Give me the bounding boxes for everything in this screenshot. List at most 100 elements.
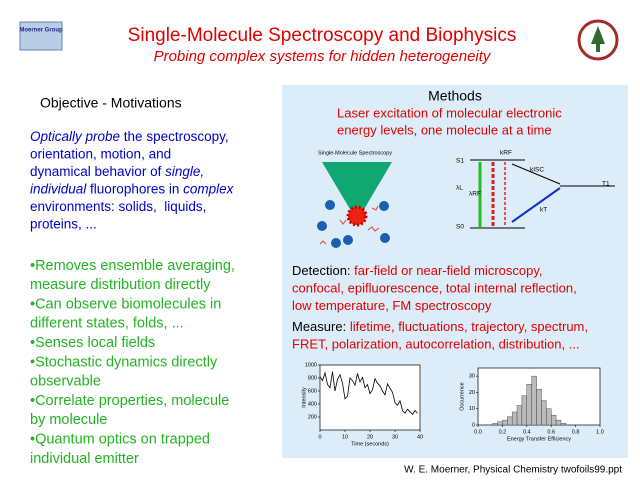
methods-intro-line: Laser excitation of molecular electronic [337, 105, 562, 120]
measure-text: lifetime, fluctuations, trajectory, spec… [346, 319, 588, 334]
x-tick-label: 0.2 [499, 429, 507, 435]
logo-text: Moerner Group [19, 28, 63, 34]
bullet-line: •Removes ensemble averaging, [30, 258, 235, 274]
text-run: individual [30, 181, 87, 196]
level-label: T1 [602, 181, 610, 188]
footer: W. E. Moerner, Physical Chemistry twofoi… [404, 465, 622, 476]
intro-line: Optically probe the spectroscopy, [30, 129, 229, 144]
triplet-decay-arrow [511, 187, 561, 223]
y-tick-label: 200 [308, 414, 317, 420]
text-run: complex [183, 181, 235, 196]
histogram-bar [555, 419, 562, 426]
x-tick-label: 1.0 [596, 429, 604, 435]
y-tick-label: 400 [308, 401, 317, 407]
bullet-line: observable [30, 374, 101, 390]
subtitle: Probing complex systems for hidden heter… [154, 48, 492, 65]
x-tick-label: 0 [318, 434, 321, 440]
seal-tree [591, 26, 605, 52]
molecule [331, 238, 341, 248]
histogram-bar [497, 421, 503, 426]
detection-line: confocal, epifluorescence, total interna… [292, 281, 577, 296]
text-run: single, [165, 164, 204, 179]
excitation-cone [322, 162, 392, 216]
x-tick-label: 40 [417, 434, 423, 440]
histogram-bar [526, 384, 532, 426]
x-tick-label: 0.6 [547, 429, 555, 435]
histogram-bar [541, 400, 547, 426]
bullet-line: •Correlate properties, molecule [30, 393, 229, 409]
detection-text: far-field or near-field microscopy, [351, 263, 543, 278]
figure-caption: Single-Molecule Spectroscopy [318, 150, 392, 156]
bullet-line: measure distribution directly [30, 277, 211, 293]
text-run: dynamical behavior of [30, 164, 165, 179]
histogram-bar [546, 408, 552, 426]
histogram-bar [531, 375, 537, 426]
level-label: kISC [530, 167, 544, 174]
intro-line: dynamical behavior of single, [30, 164, 204, 179]
bullet-line: individual emitter [30, 451, 139, 467]
probed-molecule [346, 205, 368, 227]
level-label: λRF [469, 191, 481, 198]
text-run: Optically probe [30, 129, 120, 144]
measure-line: FRET, polarization, autocorrelation, dis… [292, 337, 580, 352]
group-logo [19, 21, 63, 51]
y-tick-label: 30 [469, 374, 475, 380]
measure-text: FRET, polarization, autocorrelation, dis… [292, 337, 580, 352]
y-tick-label: 10 [469, 406, 475, 412]
x-tick-label: 10 [342, 434, 348, 440]
y-tick-label: 0 [472, 422, 475, 428]
bullet-line: by molecule [30, 412, 107, 428]
isc-arrow [511, 163, 561, 185]
histogram-bar [551, 415, 557, 426]
histogram-bar [560, 423, 567, 426]
x-axis-label: Time (seconds) [351, 441, 389, 447]
x-axis-label: Energy Transfer Efficiency [507, 436, 571, 442]
histogram-bar [511, 411, 518, 426]
text-run: fluorophores in [86, 181, 183, 196]
section-heading: Objective - Motivations [40, 95, 182, 111]
section-heading: Methods [428, 88, 482, 104]
bullet-line: •Senses local fields [30, 335, 155, 351]
histogram-bar [507, 416, 513, 426]
intro-line: proteins, ... [30, 216, 97, 231]
x-tick-label: 0.4 [523, 429, 531, 435]
histogram-bar [516, 405, 523, 426]
y-axis-label: Intensity [301, 387, 307, 408]
detection-text: confocal, epifluorescence, total interna… [292, 281, 577, 296]
histogram-bar [492, 423, 498, 426]
methods-intro-line: energy levels, one molecule at a time [337, 122, 552, 137]
intro-line: individual fluorophores in complex [30, 181, 235, 196]
detection-line: low temperature, FM spectroscopy [292, 298, 492, 313]
intro-line: environments: solids, liquids, [30, 199, 206, 214]
x-tick-label: 0.0 [474, 429, 482, 435]
y-tick-label: 20 [469, 390, 475, 396]
measure-label: Measure: [292, 319, 346, 334]
plot-frame [319, 364, 421, 431]
detection-text: low temperature, FM spectroscopy [292, 298, 492, 313]
molecule [379, 201, 389, 211]
bullet-line: •Stochastic dynamics directly [30, 354, 218, 370]
bullet-line: different states, folds, ... [30, 316, 184, 332]
molecule [317, 221, 327, 231]
detection-line: Detection: far-field or near-field micro… [292, 263, 542, 278]
x-tick-label: 20 [367, 434, 373, 440]
y-axis-label: Occurrence [459, 382, 465, 410]
bullet-line: •Can observe biomolecules in [30, 296, 221, 312]
host-scribbles [319, 205, 380, 245]
text-run: orientation, motion, and [30, 146, 171, 161]
text-run: environments: solids, liquids, [30, 199, 206, 214]
text-run: the spectroscopy, [120, 129, 229, 144]
histogram-bar [502, 419, 508, 426]
measure-line: Measure: lifetime, fluctuations, traject… [292, 319, 588, 334]
level-label: kRF [500, 150, 512, 157]
trajectory-line [319, 371, 418, 416]
y-tick-label: 800 [308, 375, 317, 381]
level-label: S0 [456, 224, 464, 231]
level-label: S1 [456, 158, 464, 165]
x-tick-label: 30 [392, 434, 398, 440]
x-tick-label: 0.8 [572, 429, 580, 435]
intro-line: orientation, motion, and [30, 146, 171, 161]
molecule [343, 235, 353, 245]
histogram-bar [536, 388, 542, 426]
